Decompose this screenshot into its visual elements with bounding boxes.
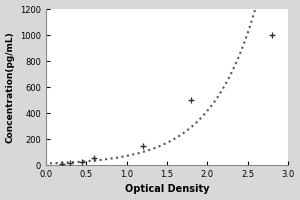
Y-axis label: Concentration(pg/mL): Concentration(pg/mL) (6, 31, 15, 143)
X-axis label: Optical Density: Optical Density (124, 184, 209, 194)
